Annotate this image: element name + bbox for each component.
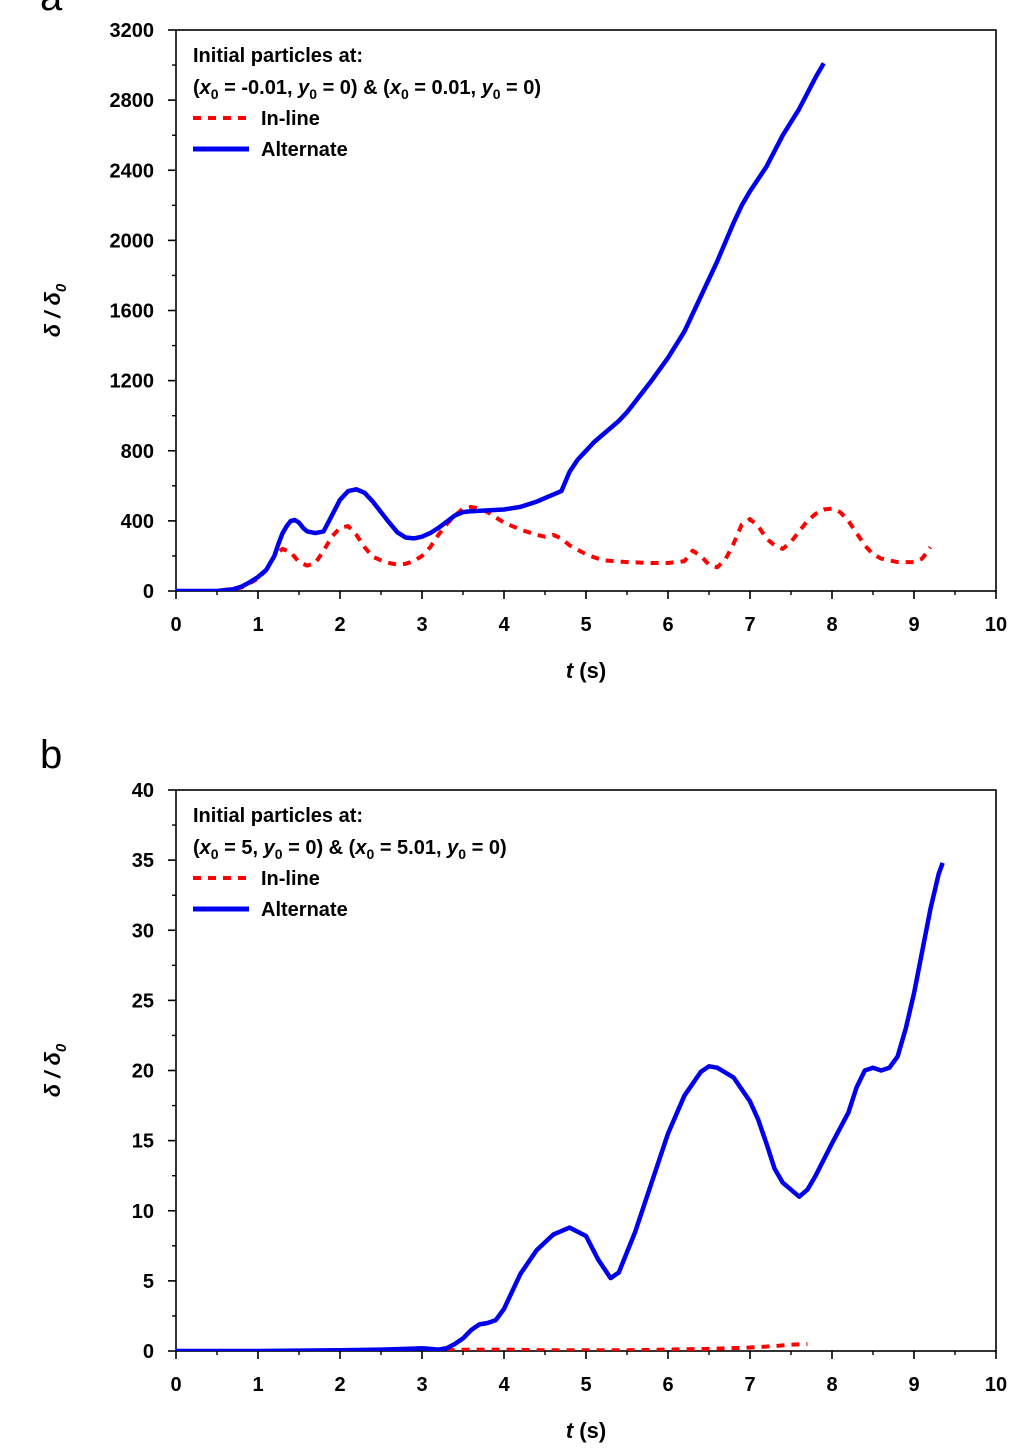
legend-label-alternate: Alternate (261, 899, 348, 921)
y-tick-label: 2400 (110, 160, 155, 182)
legend-label-in-line: In-line (261, 108, 320, 130)
y-tick-label: 400 (121, 511, 154, 533)
legend-condition-subscript: 0 (366, 846, 374, 862)
legend-condition-variable: y (481, 77, 494, 99)
x-tick-label: 0 (170, 614, 181, 636)
legend-condition-text: = 0.01, (409, 77, 482, 99)
legend-condition-variable: y (263, 837, 276, 859)
x-tick-label: 8 (826, 614, 837, 636)
y-tick-label: 1600 (110, 301, 155, 323)
legend-label-alternate: Alternate (261, 139, 348, 161)
series-line-alternate (176, 62, 826, 591)
panel-label: b (40, 733, 62, 777)
x-axis-unit: (s) (573, 658, 606, 683)
legend-condition-subscript: 0 (309, 86, 317, 102)
y-tick-label: 30 (132, 920, 154, 942)
legend-condition-text: = 0) (501, 77, 542, 99)
legend-condition-subscript: 0 (458, 846, 466, 862)
legend-condition-variable: x (199, 837, 212, 859)
legend-condition-subscript: 0 (211, 846, 219, 862)
x-tick-label: 4 (498, 614, 510, 636)
y-tick-label: 2800 (110, 90, 155, 112)
legend-condition-text: = 0) & ( (317, 77, 390, 99)
x-tick-label: 1 (252, 614, 263, 636)
legend-condition-text: ( (193, 837, 200, 859)
y-tick-label: 800 (121, 441, 154, 463)
x-tick-label: 6 (662, 1374, 673, 1396)
panel-label: a (40, 0, 63, 19)
x-tick-label: 3 (416, 1374, 427, 1396)
y-axis-label-main: δ / δ (40, 292, 65, 338)
series-line-in-line (446, 1342, 808, 1351)
y-tick-label: 10 (132, 1201, 154, 1223)
y-tick-label: 20 (132, 1061, 154, 1083)
x-tick-label: 10 (985, 1374, 1007, 1396)
legend-condition-text: = -0.01, (219, 77, 299, 99)
y-tick-label: 40 (132, 780, 154, 802)
legend-title: Initial particles at: (193, 45, 363, 67)
x-tick-label: 0 (170, 1374, 181, 1396)
legend-condition: (x0 = -0.01, y0 = 0) & (x0 = 0.01, y0 = … (193, 77, 541, 102)
legend-title: Initial particles at: (193, 805, 363, 827)
y-tick-label: 0 (143, 1341, 154, 1363)
x-tick-label: 9 (908, 614, 919, 636)
legend-condition-subscript: 0 (275, 846, 283, 862)
legend-condition-subscript: 0 (211, 86, 219, 102)
y-tick-label: 3200 (110, 20, 155, 42)
x-tick-label: 5 (580, 614, 591, 636)
x-tick-label: 9 (908, 1374, 919, 1396)
legend-condition-variable: x (199, 77, 212, 99)
y-tick-label: 25 (132, 990, 154, 1012)
x-axis-label: t (s) (566, 1418, 606, 1443)
x-axis-variable: t (566, 658, 575, 683)
y-tick-label: 5 (143, 1271, 154, 1293)
y-axis-label-subscript: 0 (53, 283, 70, 292)
x-tick-label: 7 (744, 1374, 755, 1396)
y-axis-label: δ / δ0 (40, 1043, 70, 1097)
x-tick-label: 1 (252, 1374, 263, 1396)
x-axis-unit: (s) (573, 1418, 606, 1443)
x-tick-label: 5 (580, 1374, 591, 1396)
legend-condition-text: ( (193, 77, 200, 99)
legend-condition-variable: y (446, 837, 459, 859)
x-tick-label: 3 (416, 614, 427, 636)
legend-condition-text: = 0) & ( (283, 837, 356, 859)
x-tick-label: 2 (334, 614, 345, 636)
legend-condition-subscript: 0 (401, 86, 409, 102)
x-tick-label: 4 (498, 1374, 510, 1396)
legend-condition: (x0 = 5, y0 = 0) & (x0 = 5.01, y0 = 0) (193, 837, 507, 862)
x-axis-label: t (s) (566, 658, 606, 683)
series-line-alternate (176, 862, 945, 1351)
y-axis-label-subscript: 0 (53, 1043, 70, 1052)
x-tick-label: 8 (826, 1374, 837, 1396)
x-axis-variable: t (566, 1418, 575, 1443)
legend-condition-subscript: 0 (493, 86, 501, 102)
series-line-in-line (176, 504, 933, 591)
y-tick-label: 2000 (110, 230, 155, 252)
legend-condition-variable: x (354, 837, 367, 859)
x-tick-label: 2 (334, 1374, 345, 1396)
y-axis-label: δ / δ0 (40, 283, 70, 337)
y-tick-label: 15 (132, 1131, 154, 1153)
y-axis-label-main: δ / δ (40, 1052, 65, 1098)
legend-condition-variable: x (389, 77, 402, 99)
legend-condition-text: = 5, (219, 837, 264, 859)
legend-label-in-line: In-line (261, 868, 320, 890)
legend-condition-text: = 5.01, (374, 837, 447, 859)
x-tick-label: 10 (985, 614, 1007, 636)
y-tick-label: 1200 (110, 371, 155, 393)
x-tick-label: 7 (744, 614, 755, 636)
x-tick-label: 6 (662, 614, 673, 636)
y-tick-label: 0 (143, 581, 154, 603)
chart-panel-a: a 0 1 2 3 4 5 6 7 8 9 10 0 400 800 1200 1600 2000 2400 2800… (40, 0, 1007, 683)
legend-condition-variable: y (297, 77, 310, 99)
y-tick-label: 35 (132, 850, 154, 872)
legend-condition-text: = 0) (466, 837, 507, 859)
